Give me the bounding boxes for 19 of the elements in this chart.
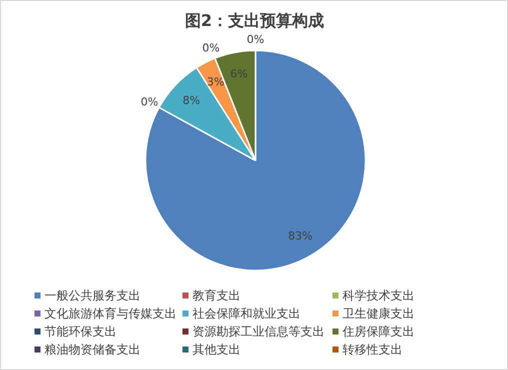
legend-label: 资源勘探工业信息等支出	[192, 324, 324, 338]
legend-label: 转移性支出	[342, 342, 402, 356]
legend-label: 卫生健康支出	[342, 306, 414, 320]
text: 0%	[202, 41, 220, 54]
legend-label: 粮油物资储备支出	[44, 342, 140, 356]
text: 0%	[246, 33, 264, 46]
text: 0%	[140, 96, 158, 109]
legend-label: 节能环保支出	[44, 324, 116, 338]
chart-title: 图2：支出预算构成	[184, 11, 324, 30]
data-label: 3%	[206, 76, 224, 89]
legend-label: 一般公共服务支出	[44, 288, 140, 302]
data-label: 83%	[288, 230, 313, 243]
legend-label: 住房保障支出	[342, 324, 414, 338]
legend-label: 其他支出	[192, 342, 240, 356]
legend-label: 文化旅游体育与传媒支出	[44, 306, 176, 320]
data-label: 8%	[182, 94, 200, 107]
legend-label: 教育支出	[192, 288, 240, 302]
legend-label: 社会保障和就业支出	[192, 306, 300, 320]
legend-label: 科学技术支出	[342, 288, 414, 302]
